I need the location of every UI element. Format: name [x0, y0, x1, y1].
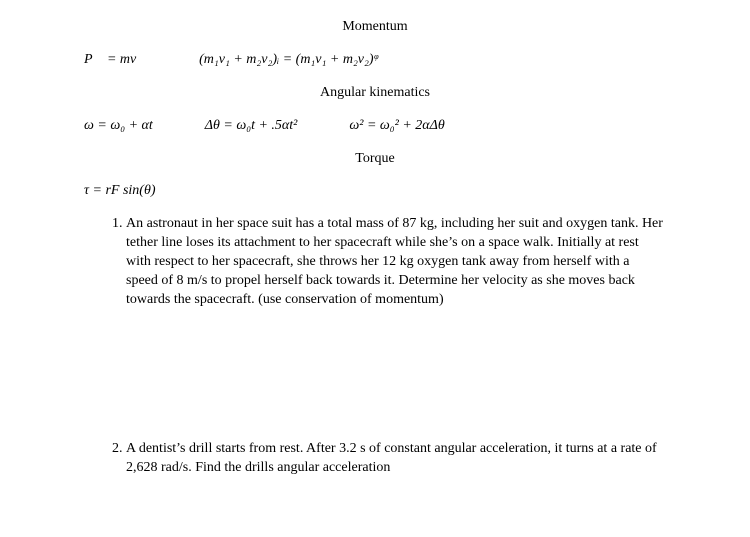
equation-omega-linear: ω = ω₀ + αt — [84, 117, 153, 136]
equation-theta-quadratic: Δθ = ω₀t + .5αt² — [205, 117, 298, 136]
equation-momentum-conservation: (m₁v₁ + m₂v₂)ᵢ = (m₁v₁ + m₂v₂)ᵠ — [199, 51, 378, 70]
equation-omega-squared: ω² = ω₀² + 2αΔθ — [349, 117, 444, 136]
problem-list: An astronaut in her space suit has a tot… — [80, 215, 670, 477]
momentum-equations-row: P⃗ = mv⃗ (m₁v₁ + m₂v₂)ᵢ = (m₁v₁ + m₂v₂)ᵠ — [80, 51, 670, 70]
equation-torque: τ = rF sin(θ) — [84, 182, 156, 201]
section-heading-momentum: Momentum — [80, 18, 670, 37]
problem-2: A dentist’s drill starts from rest. Afte… — [126, 440, 670, 478]
torque-equations-row: τ = rF sin(θ) — [80, 182, 670, 201]
section-heading-torque: Torque — [80, 150, 670, 169]
equation-p-mv: P⃗ = mv⃗ — [84, 51, 147, 70]
section-heading-angkin: Angular kinematics — [80, 84, 670, 103]
problem-list-container: An astronaut in her space suit has a tot… — [80, 215, 670, 477]
angkin-equations-row: ω = ω₀ + αt Δθ = ω₀t + .5αt² ω² = ω₀² + … — [80, 117, 670, 136]
problem-1: An astronaut in her space suit has a tot… — [126, 215, 670, 309]
